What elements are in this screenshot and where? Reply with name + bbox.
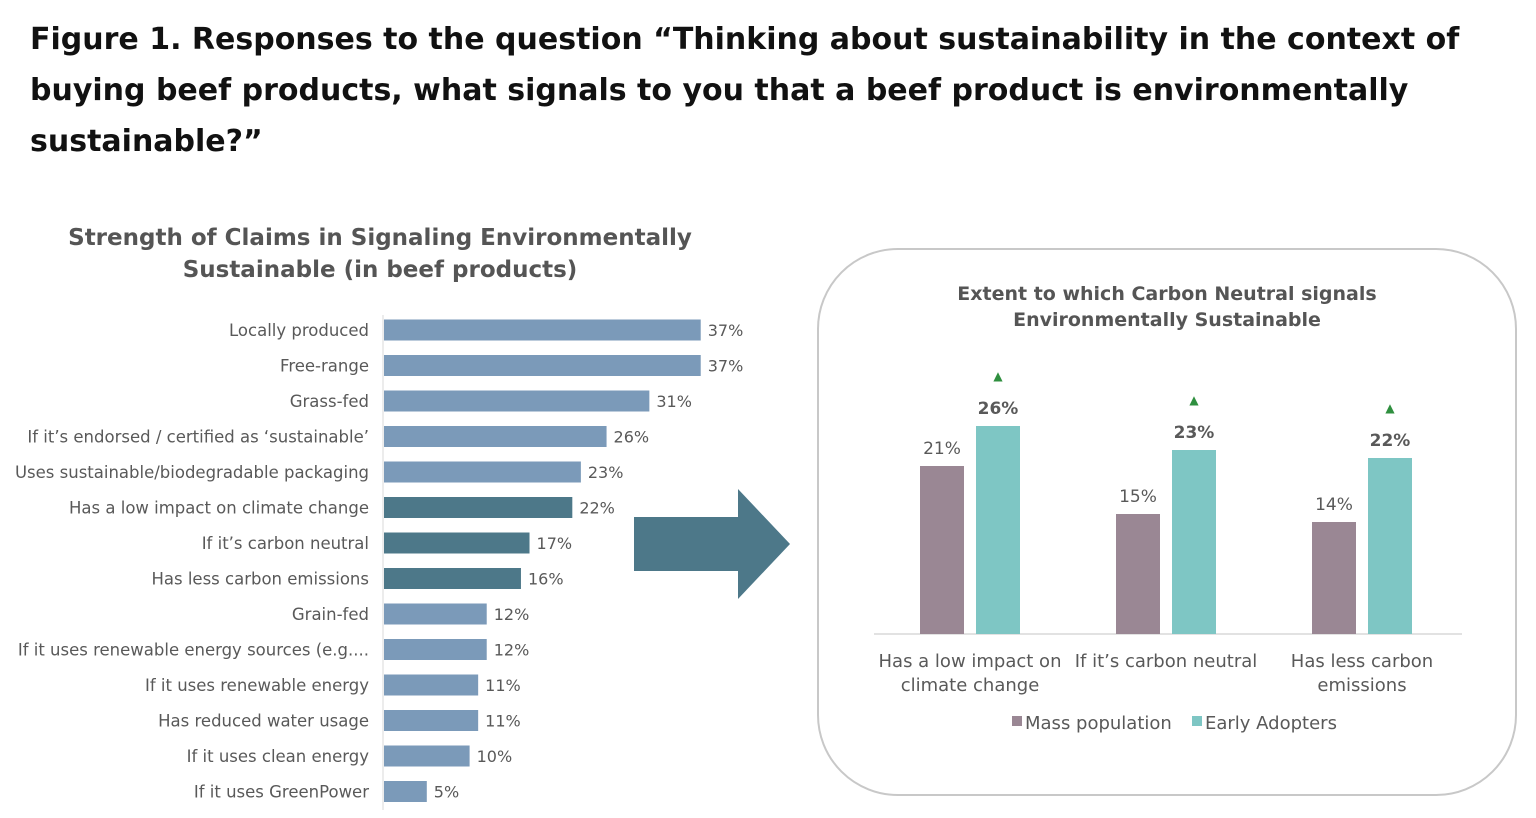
bar xyxy=(384,355,701,376)
bar-value-label: 26% xyxy=(614,428,650,447)
legend-label-early-adopters: Early Adopters xyxy=(1205,713,1337,734)
bar xyxy=(384,532,530,554)
column-value-label: 26% xyxy=(978,399,1019,419)
bar-value-label: 11% xyxy=(485,712,521,731)
legend-swatch-early-adopters xyxy=(1192,716,1202,726)
column-category-label: If it’s carbon neutral xyxy=(1075,651,1258,672)
bar-value-label: 17% xyxy=(537,534,573,553)
bar-category-label: Has reduced water usage xyxy=(158,712,369,731)
bar-category-label: Grass-fed xyxy=(290,392,369,411)
figure-title: Figure 1. Responses to the question “Thi… xyxy=(30,22,1460,159)
column xyxy=(1368,458,1412,634)
bar xyxy=(384,710,479,731)
bar xyxy=(384,639,487,660)
column-value-label: 15% xyxy=(1119,487,1157,507)
bar-value-label: 12% xyxy=(494,641,530,660)
bar xyxy=(384,674,479,696)
bar-value-label: 5% xyxy=(434,783,459,802)
bar-category-label: If it uses renewable energy sources (e.g… xyxy=(18,641,369,660)
legend-label-mass-population: Mass population xyxy=(1025,713,1172,734)
bar-category-label: If it uses renewable energy xyxy=(145,676,369,695)
bar-value-label: 37% xyxy=(708,321,744,340)
bar-category-label: Has a low impact on climate change xyxy=(69,499,369,518)
column-category-label: emissions xyxy=(1317,675,1406,696)
bar-value-label: 23% xyxy=(588,463,624,482)
bar xyxy=(384,781,427,802)
left-chart-title-line2: Sustainable (in beef products) xyxy=(183,257,578,283)
column-value-label: 21% xyxy=(923,439,961,459)
column-value-label: 23% xyxy=(1174,423,1215,443)
legend-swatch-mass-population xyxy=(1012,716,1022,726)
bar-category-label: Has less carbon emissions xyxy=(151,570,369,589)
bar xyxy=(384,568,521,589)
column xyxy=(1116,514,1160,634)
bar xyxy=(384,745,470,767)
bar-category-label: If it’s endorsed / certified as ‘sustain… xyxy=(27,428,369,447)
bar xyxy=(384,426,607,447)
column-value-label: 22% xyxy=(1370,431,1411,451)
column xyxy=(1172,450,1216,634)
bar-category-label: Grain-fed xyxy=(292,605,369,624)
column-category-label: Has a low impact on xyxy=(879,651,1062,672)
bar-category-label: If it uses GreenPower xyxy=(194,783,369,802)
right-arrow-icon xyxy=(634,489,790,599)
significance-up-marker: ▲ xyxy=(1385,401,1395,415)
bar-category-label: Uses sustainable/biodegradable packaging xyxy=(15,463,369,482)
significance-up-marker: ▲ xyxy=(1189,393,1199,407)
left-bar-chart: Strength of Claims in Signaling Environm… xyxy=(15,225,744,810)
column xyxy=(1312,522,1356,634)
bar xyxy=(384,390,650,412)
bar-category-label: If it uses clean energy xyxy=(187,747,370,766)
column xyxy=(976,426,1020,634)
bar-value-label: 16% xyxy=(528,570,564,589)
bar xyxy=(384,603,487,625)
right-bar-chart: Extent to which Carbon Neutral signals E… xyxy=(817,248,1517,796)
right-chart-title-line1: Extent to which Carbon Neutral signals xyxy=(957,283,1376,305)
bar xyxy=(384,461,581,483)
bar-value-label: 31% xyxy=(656,392,692,411)
bar-category-label: Locally produced xyxy=(229,321,369,340)
bar-value-label: 12% xyxy=(494,605,530,624)
bar xyxy=(384,319,701,341)
left-chart-title-line1: Strength of Claims in Signaling Environm… xyxy=(68,225,692,251)
significance-up-marker: ▲ xyxy=(993,369,1003,383)
arrow-shape xyxy=(634,489,790,599)
bar-category-label: If it’s carbon neutral xyxy=(202,534,369,553)
bar-category-label: Free-range xyxy=(280,357,369,376)
bar-value-label: 22% xyxy=(579,499,615,518)
legend: Mass population Early Adopters xyxy=(1012,713,1337,734)
bar-value-label: 11% xyxy=(485,676,521,695)
column-category-label: climate change xyxy=(901,675,1040,696)
bar xyxy=(384,497,573,518)
bar-value-label: 10% xyxy=(477,747,513,766)
column xyxy=(920,466,964,634)
column-value-label: 14% xyxy=(1315,495,1353,515)
column-category-label: Has less carbon xyxy=(1291,651,1433,672)
bar-value-label: 37% xyxy=(708,357,744,376)
right-chart-title-line2: Environmentally Sustainable xyxy=(1013,309,1321,331)
right-chart-frame xyxy=(817,248,1517,796)
